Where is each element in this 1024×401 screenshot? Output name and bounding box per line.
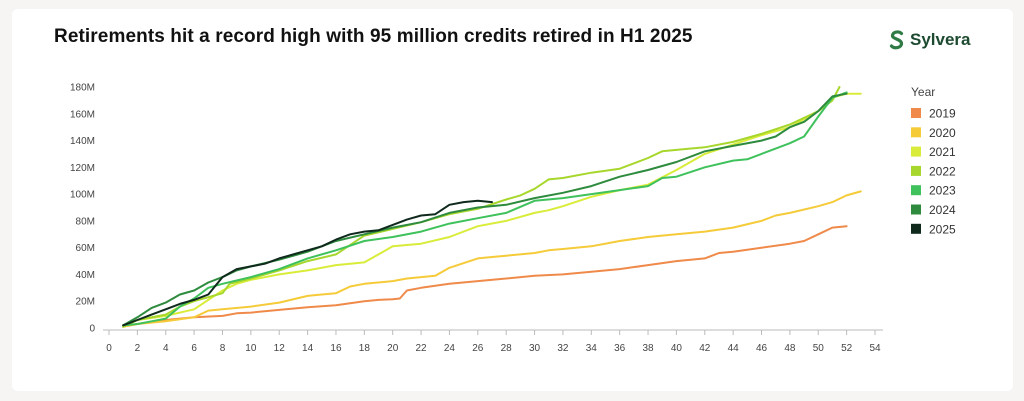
legend-label: 2021 <box>929 145 956 159</box>
legend-swatch <box>911 108 921 118</box>
legend-swatch <box>911 146 921 157</box>
sylvera-logo: Sylvera <box>888 29 971 51</box>
legend-swatch <box>911 223 921 234</box>
y-tick-label: 100M <box>70 190 95 201</box>
legend-swatch <box>911 127 921 138</box>
x-tick-label: 54 <box>869 343 881 354</box>
x-tick-label: 28 <box>501 343 513 354</box>
legend-title: Year <box>911 85 935 99</box>
x-tick-label: 52 <box>841 343 853 354</box>
legend-label: 2022 <box>929 164 956 178</box>
series-line-2020 <box>122 190 862 328</box>
x-tick-label: 32 <box>557 343 569 354</box>
series-line-2019 <box>122 225 848 328</box>
x-tick-label: 48 <box>784 343 796 354</box>
series-line-2023 <box>122 91 848 327</box>
x-tick-label: 38 <box>642 343 654 354</box>
x-tick-label: 12 <box>274 343 286 354</box>
legend-item-2019[interactable]: 2019 <box>911 107 956 121</box>
x-tick-label: 0 <box>106 343 112 354</box>
legend-label: 2020 <box>929 126 956 140</box>
x-tick-label: 36 <box>614 343 626 354</box>
legend-item-2021[interactable]: 2021 <box>911 145 956 159</box>
y-tick-label: 120M <box>70 163 95 174</box>
legend-item-2025[interactable]: 2025 <box>911 222 956 236</box>
sylvera-logo-text: Sylvera <box>910 30 971 49</box>
y-tick-label: 0 <box>89 324 95 335</box>
legend-item-2023[interactable]: 2023 <box>911 184 956 198</box>
x-tick-label: 2 <box>135 343 141 354</box>
legend-label: 2023 <box>929 184 956 198</box>
legend-label: 2025 <box>929 222 956 236</box>
y-tick-label: 160M <box>70 109 95 120</box>
chart-card <box>12 9 1013 391</box>
x-tick-label: 6 <box>191 343 197 354</box>
y-tick-label: 140M <box>70 136 95 147</box>
x-tick-label: 50 <box>813 343 825 354</box>
series-line-2024 <box>122 92 848 327</box>
x-tick-label: 42 <box>699 343 711 354</box>
chart-title: Retirements hit a record high with 95 mi… <box>54 26 693 47</box>
legend-item-2020[interactable]: 2020 <box>911 126 956 140</box>
x-tick-label: 24 <box>444 343 456 354</box>
legend-label: 2024 <box>929 203 956 217</box>
x-tick-label: 44 <box>728 343 740 354</box>
x-axis-ticks: 0 2 4 6 8 10 12 14 16 18 20 22 24 26 28 30 32 34 36 38 40 42 4… <box>106 330 881 354</box>
x-tick-label: 22 <box>416 343 428 354</box>
y-axis-ticks: 0 20M 40M 60M 80M 100M 120M 140M 160M 180M <box>70 83 95 335</box>
series-line-2021 <box>122 92 862 328</box>
x-tick-label: 26 <box>472 343 484 354</box>
sylvera-s-icon <box>889 30 904 50</box>
x-tick-label: 40 <box>671 343 683 354</box>
y-tick-label: 80M <box>76 216 95 227</box>
y-tick-label: 40M <box>76 270 95 281</box>
legend-swatch <box>911 204 921 215</box>
series-line-2022 <box>122 86 841 328</box>
x-tick-label: 30 <box>529 343 541 354</box>
legend-label: 2019 <box>929 107 956 121</box>
x-tick-label: 8 <box>220 343 226 354</box>
y-tick-label: 60M <box>76 243 95 254</box>
legend-item-2024[interactable]: 2024 <box>911 203 956 217</box>
legend-item-2022[interactable]: 2022 <box>911 164 956 178</box>
x-tick-label: 14 <box>302 343 314 354</box>
x-tick-label: 16 <box>330 343 342 354</box>
x-tick-label: 4 <box>163 343 169 354</box>
series-line-2025 <box>122 199 493 327</box>
x-tick-label: 10 <box>245 343 257 354</box>
x-tick-label: 20 <box>387 343 399 354</box>
legend-swatch <box>911 165 921 176</box>
x-tick-label: 34 <box>586 343 598 354</box>
series-lines <box>122 86 862 328</box>
x-tick-label: 46 <box>756 343 768 354</box>
y-tick-label: 20M <box>76 297 95 308</box>
y-tick-label: 180M <box>70 83 95 94</box>
legend-swatch <box>911 185 921 196</box>
x-tick-label: 18 <box>359 343 371 354</box>
legend[interactable]: Year 2019 2020 2021 2022 2023 2024 2025 <box>911 85 956 236</box>
